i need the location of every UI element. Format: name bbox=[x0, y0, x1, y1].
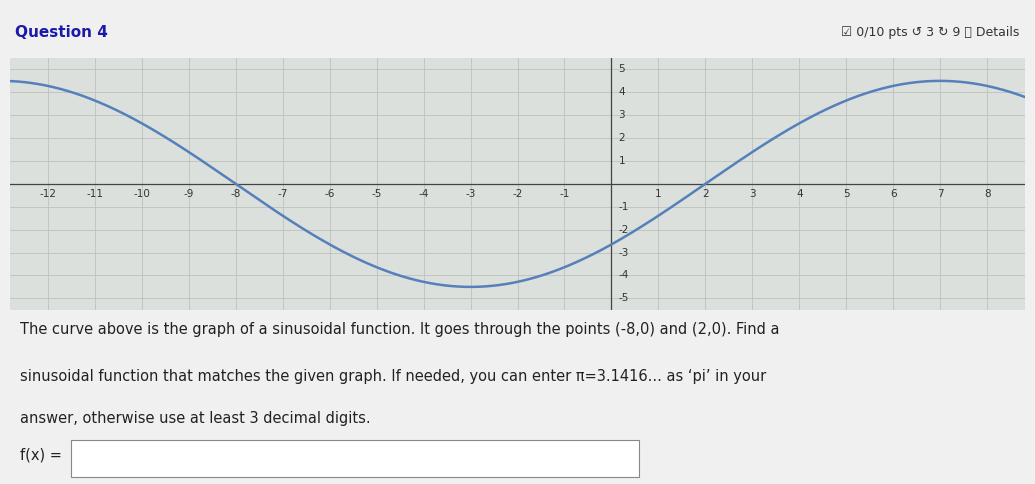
Text: -4: -4 bbox=[418, 189, 428, 199]
Text: -2: -2 bbox=[619, 225, 629, 235]
Text: ☑ 0/10 pts ↺ 3 ↻ 9 ⓘ Details: ☑ 0/10 pts ↺ 3 ↻ 9 ⓘ Details bbox=[841, 26, 1019, 39]
Text: -5: -5 bbox=[372, 189, 382, 199]
Text: -6: -6 bbox=[325, 189, 335, 199]
Text: -12: -12 bbox=[39, 189, 57, 199]
Text: -10: -10 bbox=[134, 189, 150, 199]
Text: 2: 2 bbox=[702, 189, 709, 199]
Text: 2: 2 bbox=[619, 133, 625, 143]
Text: -3: -3 bbox=[466, 189, 476, 199]
Text: -1: -1 bbox=[619, 202, 629, 212]
Text: 5: 5 bbox=[619, 64, 625, 75]
Text: answer, otherwise use at least 3 decimal digits.: answer, otherwise use at least 3 decimal… bbox=[21, 411, 372, 426]
Text: 7: 7 bbox=[937, 189, 944, 199]
Text: 1: 1 bbox=[619, 156, 625, 166]
Text: -9: -9 bbox=[183, 189, 194, 199]
Text: 1: 1 bbox=[655, 189, 661, 199]
Text: Question 4: Question 4 bbox=[16, 25, 109, 40]
Text: sinusoidal function that matches the given graph. If needed, you can enter π=3.1: sinusoidal function that matches the giv… bbox=[21, 369, 767, 384]
Text: -5: -5 bbox=[619, 293, 629, 303]
Text: 3: 3 bbox=[619, 110, 625, 120]
Text: -4: -4 bbox=[619, 271, 629, 280]
Text: 8: 8 bbox=[984, 189, 990, 199]
Text: -3: -3 bbox=[619, 247, 629, 257]
Text: The curve above is the graph of a sinusoidal function. It goes through the point: The curve above is the graph of a sinuso… bbox=[21, 322, 780, 337]
Text: -8: -8 bbox=[231, 189, 241, 199]
Text: 4: 4 bbox=[796, 189, 802, 199]
FancyBboxPatch shape bbox=[71, 439, 640, 477]
Text: 4: 4 bbox=[619, 87, 625, 97]
Text: f(x) =: f(x) = bbox=[21, 447, 62, 462]
Text: 5: 5 bbox=[842, 189, 850, 199]
Text: -1: -1 bbox=[559, 189, 569, 199]
Text: -2: -2 bbox=[512, 189, 523, 199]
Text: 3: 3 bbox=[749, 189, 756, 199]
Text: -11: -11 bbox=[86, 189, 104, 199]
Text: 6: 6 bbox=[890, 189, 896, 199]
Text: -7: -7 bbox=[277, 189, 288, 199]
